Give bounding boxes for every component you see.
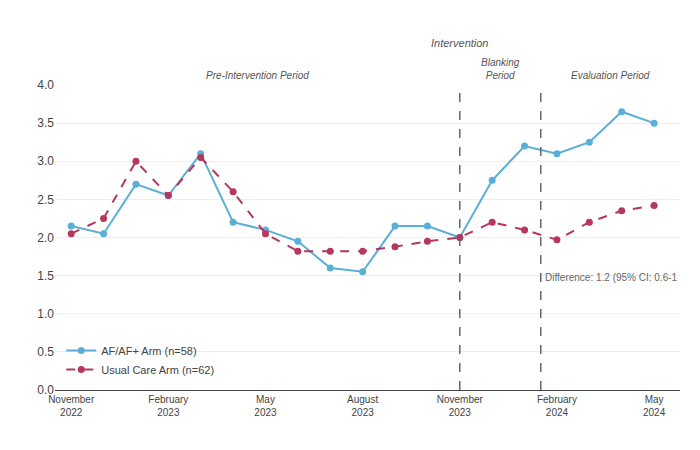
svg-text:0.0: 0.0 [37, 383, 54, 397]
svg-text:February2024: February2024 [537, 394, 577, 418]
svg-text:Difference: 1.2 (95% CI: 0.6-1: Difference: 1.2 (95% CI: 0.6-1 [545, 272, 678, 283]
svg-text:November2023: November2023 [437, 394, 484, 418]
svg-text:Evaluation Period: Evaluation Period [571, 70, 650, 81]
svg-text:1.5: 1.5 [37, 269, 54, 283]
svg-text:AF/AF+ Arm (n=58): AF/AF+ Arm (n=58) [101, 345, 196, 357]
svg-text:Usual Care Arm (n=62): Usual Care Arm (n=62) [101, 364, 214, 376]
svg-text:4.0: 4.0 [37, 78, 54, 92]
svg-text:Pre-Intervention Period: Pre-Intervention Period [206, 70, 309, 81]
svg-text:3.5: 3.5 [37, 116, 54, 130]
svg-text:November2022: November2022 [48, 394, 95, 418]
svg-text:BlankingPeriod: BlankingPeriod [481, 57, 520, 81]
svg-text:1.0: 1.0 [37, 307, 54, 321]
svg-text:May2024: May2024 [643, 394, 666, 418]
svg-text:3.0: 3.0 [37, 154, 54, 168]
svg-text:2.5: 2.5 [37, 193, 54, 207]
svg-text:Intervention: Intervention [431, 37, 488, 49]
svg-text:2.0: 2.0 [37, 231, 54, 245]
svg-text:May2023: May2023 [254, 394, 277, 418]
svg-text:0.5: 0.5 [37, 345, 54, 359]
svg-text:February2023: February2023 [148, 394, 188, 418]
svg-text:August2023: August2023 [347, 394, 378, 418]
